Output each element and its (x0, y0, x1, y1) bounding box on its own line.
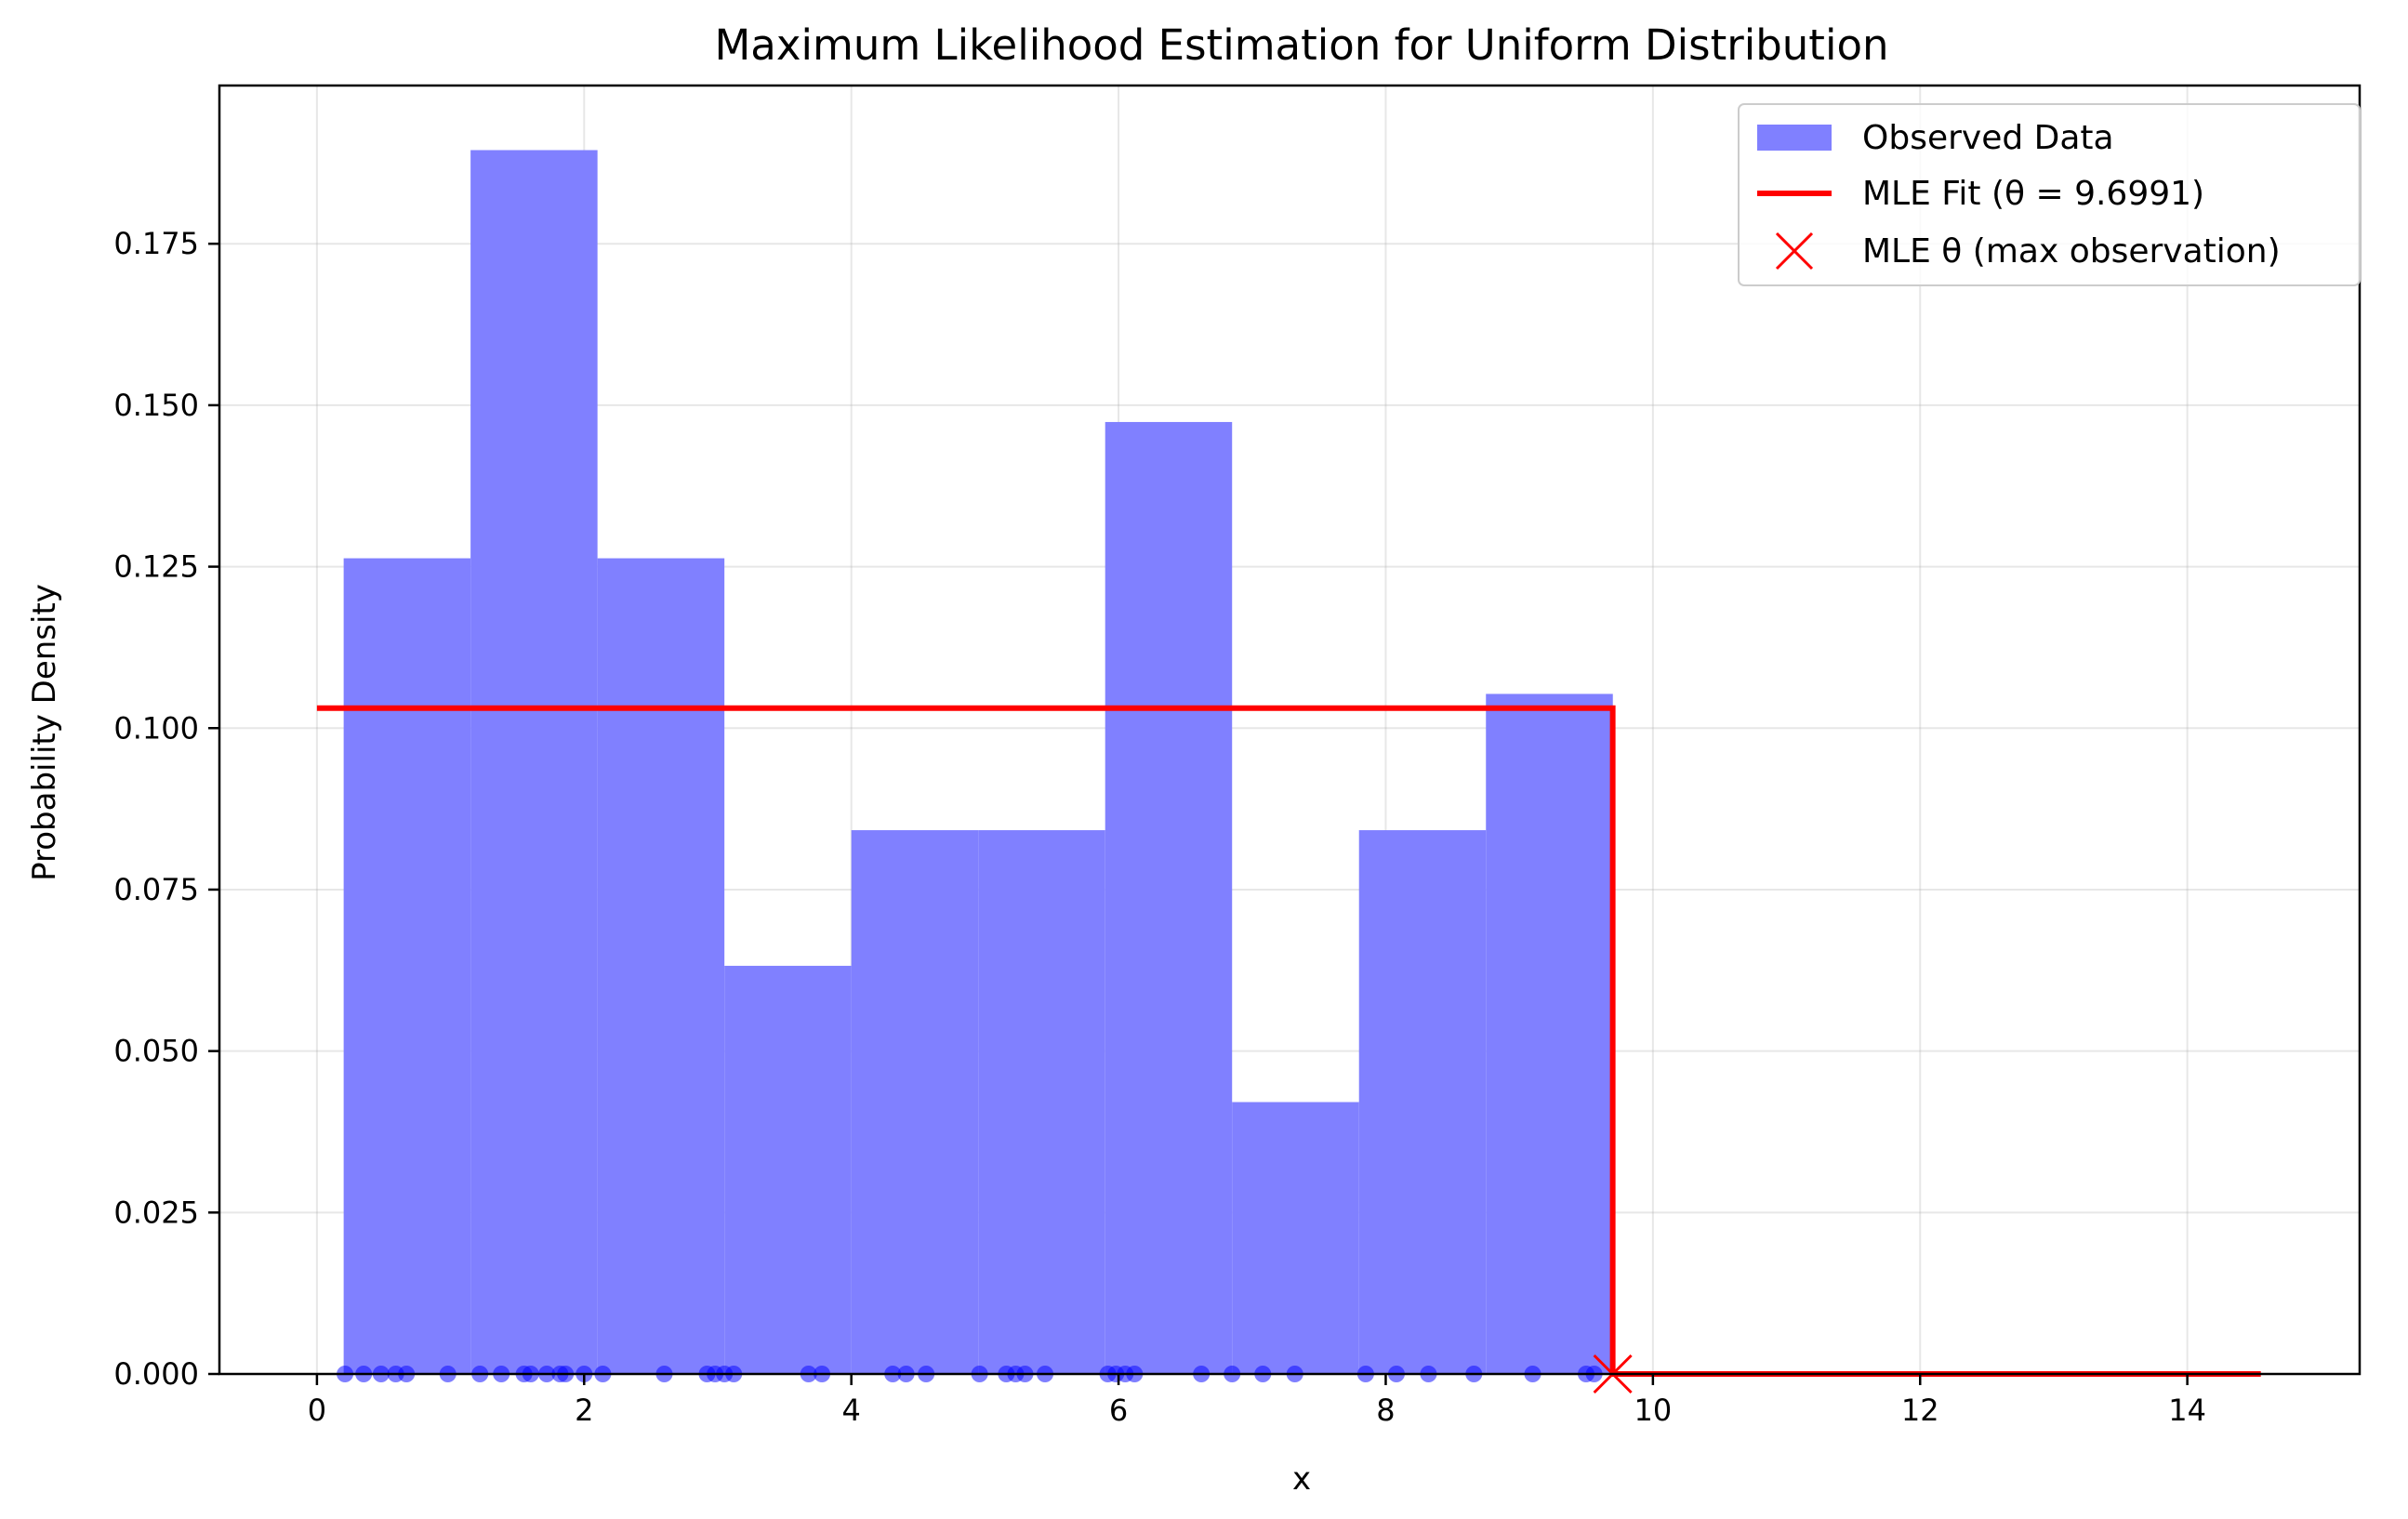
legend: Observed Data MLE Fit (θ = 9.6991) MLE θ… (1738, 103, 2361, 286)
x-tick-label: 14 (2168, 1393, 2206, 1428)
x-axis-label: x (1292, 1460, 1311, 1498)
histogram-bar (978, 830, 1105, 1374)
x-tick-label: 8 (1376, 1393, 1395, 1428)
legend-label-mle-marker: MLE θ (max observation) (1862, 232, 2281, 271)
x-tick-label: 6 (1109, 1393, 1128, 1428)
legend-swatch-observed-data (1757, 125, 1832, 151)
y-tick-label: 0.025 (113, 1195, 199, 1230)
y-tick-label: 0.075 (113, 872, 199, 907)
x-tick-label: 4 (841, 1393, 860, 1428)
x-tick-label: 0 (308, 1393, 326, 1428)
y-tick-label: 0.050 (113, 1034, 199, 1069)
x-tick-label: 10 (1634, 1393, 1672, 1428)
y-axis-ticks: 0.000 0.025 0.050 0.075 0.100 0.125 0.150 0.175 (113, 226, 219, 1392)
legend-marker-stroke (1775, 231, 1814, 271)
histogram-bar (597, 558, 725, 1374)
histogram-bar (470, 150, 598, 1375)
legend-label-mle-fit: MLE Fit (θ = 9.6991) (1862, 175, 2204, 213)
y-tick-label: 0.150 (113, 388, 199, 423)
histogram-bar (1232, 1102, 1359, 1374)
legend-box (1738, 103, 2361, 286)
histogram-bars (343, 150, 1613, 1375)
histogram-bar (724, 965, 852, 1374)
histogram-bar (1105, 421, 1233, 1374)
histogram-bar (851, 830, 979, 1374)
y-tick-label: 0.125 (113, 549, 199, 585)
y-axis-label: Probability Density (26, 584, 63, 881)
axes-frame (218, 84, 2362, 1376)
x-tick-label: 12 (1901, 1393, 1939, 1428)
y-tick-label: 0.000 (113, 1356, 199, 1392)
histogram-bar (343, 558, 471, 1374)
histogram-bar (1486, 693, 1613, 1374)
x-tick-label: 2 (575, 1393, 593, 1428)
histogram-bar (1358, 830, 1487, 1374)
legend-label-observed-data: Observed Data (1862, 119, 2114, 157)
y-tick-label: 0.100 (113, 710, 199, 746)
chart-title: Maximum Likelihood Estimation for Unifor… (714, 20, 1888, 70)
y-tick-label: 0.175 (113, 226, 199, 261)
x-axis-ticks: 0 2 4 6 8 10 12 14 (308, 1374, 2206, 1428)
plot-frame (218, 84, 2362, 1376)
legend-swatch-mle-marker (1775, 231, 1814, 271)
